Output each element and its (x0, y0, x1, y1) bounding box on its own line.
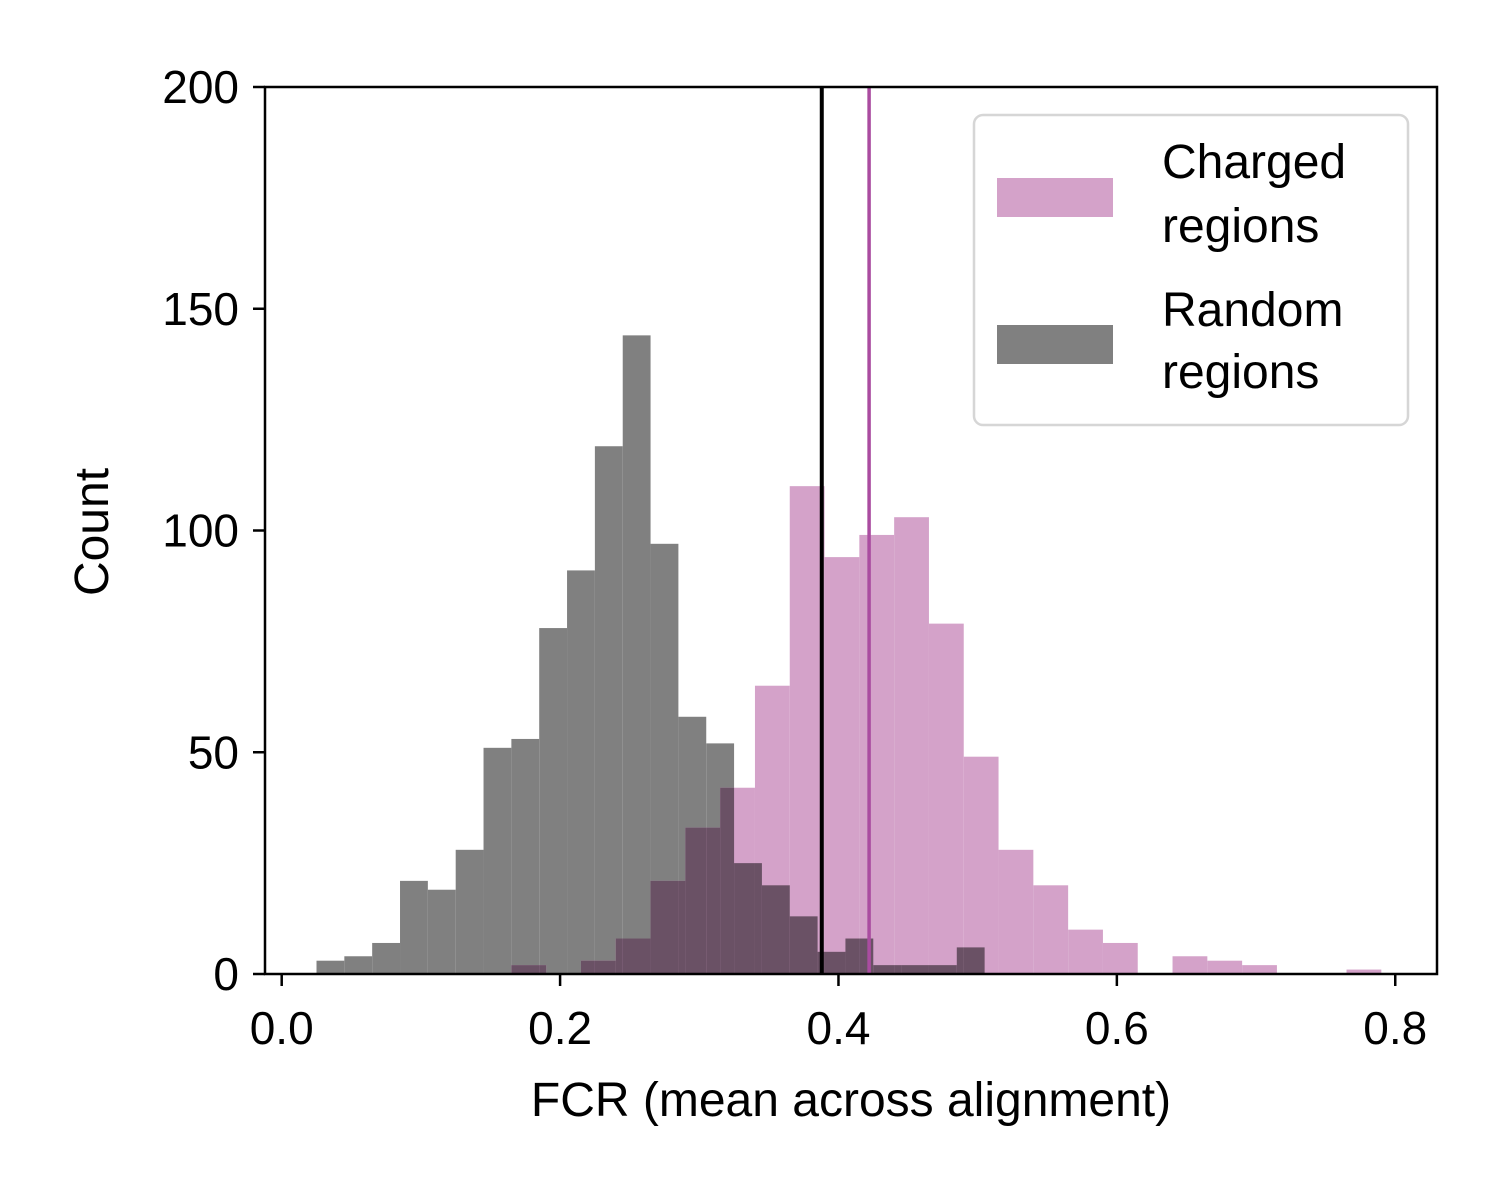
overlap-bar-6 (650, 880, 679, 974)
overlap-bar-4 (615, 938, 623, 974)
legend-swatch-random (997, 325, 1113, 364)
x-tick-label-2: 0.4 (806, 1002, 870, 1054)
charged-regions-bar-14 (1033, 885, 1069, 974)
random-regions-bar-5 (455, 849, 484, 974)
legend: Charged regions Random regions (972, 113, 1410, 427)
random-regions-bar-0 (316, 960, 345, 974)
random-regions-bar-1 (344, 956, 373, 974)
charged-regions-bar-12 (963, 756, 999, 974)
overlap-bar-2 (580, 960, 595, 974)
y-tick-label-1: 50 (188, 726, 239, 778)
x-axis-label: FCR (mean across alignment) (531, 1074, 1171, 1127)
overlap-bar-22 (928, 965, 957, 974)
charged-regions-bar-15 (1068, 929, 1103, 974)
x-tick-label-3: 0.6 (1085, 1002, 1149, 1054)
legend-label-random: Random regions (1162, 284, 1357, 399)
reference-lines (819, 87, 871, 974)
charged-regions-bar-16 (1102, 942, 1138, 974)
overlap-bar-19 (873, 965, 895, 974)
y-tick-label-2: 100 (162, 505, 239, 557)
y-axis-label: Count (66, 468, 119, 596)
charged-regions-bar-11 (928, 623, 964, 974)
random-regions-bar-6 (483, 747, 512, 974)
x-axis-ticks: 0.0 0.2 0.4 0.6 0.8 (250, 974, 1427, 1054)
y-tick-label-0: 0 (213, 948, 239, 1000)
overlap-bar-11 (734, 863, 755, 974)
overlap-bar-16 (824, 951, 846, 974)
charged-regions-bar-9 (859, 534, 895, 974)
overlap-bar-7 (678, 880, 686, 974)
charged-regions-bar-10 (894, 517, 929, 974)
overlap-bar-23 (956, 947, 964, 974)
overlap-bar-20 (894, 965, 902, 974)
random-regions-bar-8 (539, 628, 568, 974)
overlap-bar-5 (622, 938, 651, 974)
random-regions-bar-2 (372, 942, 401, 974)
overlap-bar-8 (685, 827, 707, 974)
charged-regions-bar-13 (998, 849, 1034, 974)
x-tick-label-1: 0.2 (528, 1002, 592, 1054)
y-axis-ticks: 0 50 100 150 200 (162, 61, 265, 1000)
overlap-bar-21 (901, 965, 929, 974)
charged-regions-bar-8 (824, 557, 860, 974)
legend-swatch-charged (997, 178, 1113, 217)
y-tick-label-4: 200 (162, 61, 239, 113)
legend-label-charged: Charged regions (1162, 136, 1359, 253)
random-regions-bar-3 (400, 880, 428, 974)
random-regions-bar-11 (622, 335, 651, 974)
charged-regions-bar-17 (1172, 956, 1208, 974)
overlap-bar-12 (754, 863, 762, 974)
charged-regions-bar-20 (1346, 969, 1382, 974)
random-regions-bar-9 (567, 570, 595, 974)
overlap-bar-14 (789, 916, 818, 974)
random-regions-bar-4 (427, 889, 456, 974)
random-regions-bar-10 (594, 446, 623, 974)
charged-regions-bar-18 (1207, 960, 1243, 974)
overlap-bar-0 (511, 965, 540, 974)
overlap-bar-3 (594, 960, 616, 974)
overlap-bar-17 (845, 938, 860, 974)
random-regions-bar-7 (511, 738, 540, 974)
overlap-bar-18 (859, 938, 874, 974)
x-tick-label-4: 0.8 (1363, 1002, 1427, 1054)
overlap-bar-13 (761, 885, 790, 974)
y-tick-label-3: 150 (162, 283, 239, 335)
charged-regions-bar-7 (789, 486, 825, 974)
x-tick-label-0: 0.0 (250, 1002, 314, 1054)
overlap-bar-10 (720, 787, 735, 974)
overlap-bar-24 (963, 947, 985, 974)
charged-regions-bar-19 (1242, 965, 1277, 974)
overlap-bar-9 (706, 827, 721, 974)
overlap-bar-1 (539, 965, 547, 974)
